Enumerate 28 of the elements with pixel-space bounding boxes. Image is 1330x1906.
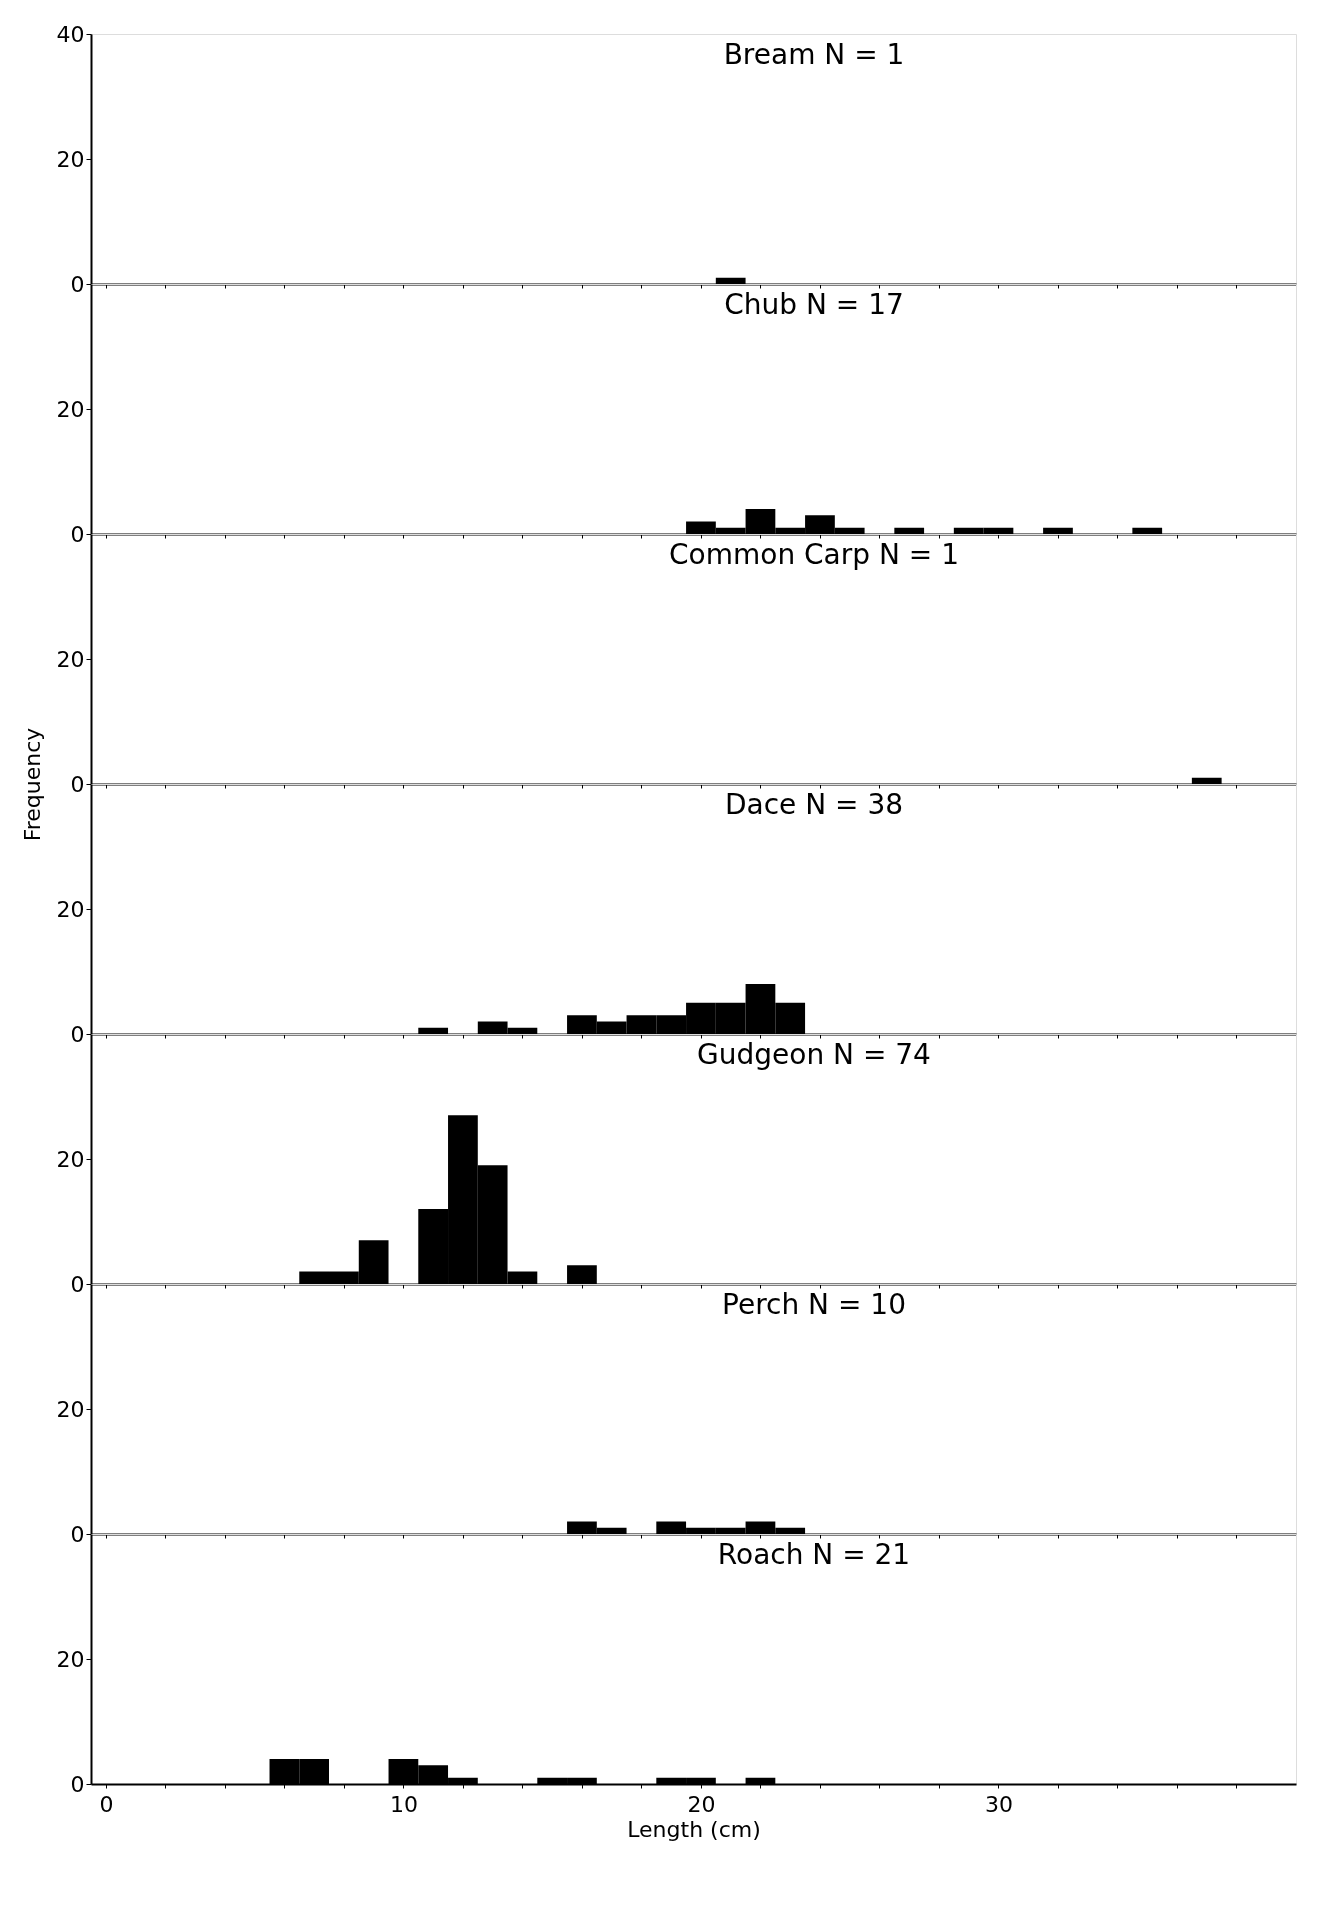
y-tick-label: 0 — [70, 771, 85, 797]
chart-title: Gudgeon N = 74 — [697, 1038, 931, 1071]
chart-title: Roach N = 21 — [717, 1538, 911, 1571]
chart-title: Perch N = 10 — [722, 1288, 906, 1321]
y-tick-label: 20 — [56, 1396, 85, 1422]
y-tick-label: 40 — [56, 21, 85, 47]
chart-title: Chub N = 17 — [724, 288, 904, 321]
y-tick-label: 20 — [56, 146, 85, 172]
y-axis-title: Frequency — [19, 727, 45, 842]
x-tick-label: 30 — [984, 1791, 1013, 1817]
y-tick-label: 0 — [70, 1271, 85, 1297]
x-axis-title: Length (cm) — [627, 1816, 761, 1842]
y-tick-label: 0 — [70, 1021, 85, 1047]
y-tick-label: 0 — [70, 271, 85, 297]
x-tick-label: 20 — [687, 1791, 716, 1817]
y-tick-label: 20 — [56, 1146, 85, 1172]
chart-title: Bream N = 1 — [723, 38, 905, 71]
x-tick-label: 10 — [389, 1791, 418, 1817]
y-tick-label: 20 — [56, 396, 85, 422]
y-tick-label: 20 — [56, 896, 85, 922]
y-tick-label: 0 — [70, 1521, 85, 1547]
y-tick-label: 20 — [56, 1646, 85, 1672]
y-tick-label: 0 — [70, 1771, 85, 1797]
y-tick-label: 0 — [70, 521, 85, 547]
chart-title: Common Carp N = 1 — [669, 538, 959, 571]
chart-title: Dace N = 38 — [724, 788, 904, 821]
y-tick-label: 20 — [56, 646, 85, 672]
x-tick-label: 0 — [99, 1791, 114, 1817]
